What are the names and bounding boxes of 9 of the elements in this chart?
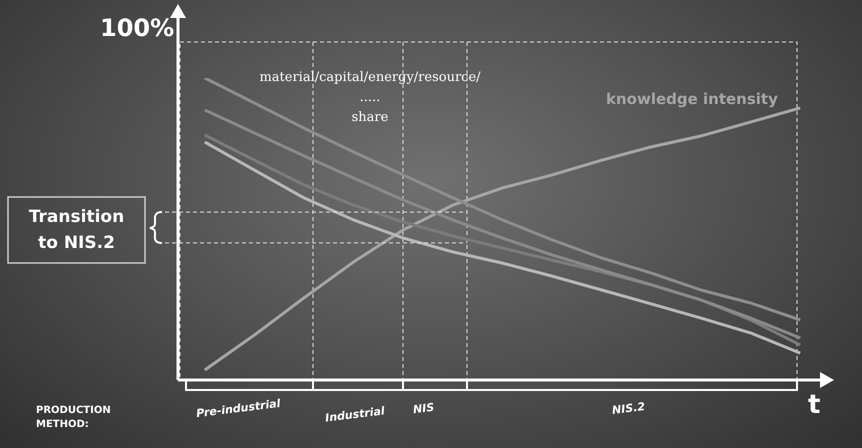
- x-axis-title: t: [808, 390, 820, 420]
- y-axis-title: 100%: [100, 14, 174, 42]
- text: NIS: [412, 400, 435, 416]
- text: PRODUCTION METHOD:: [36, 404, 111, 432]
- series-label: knowledge intensity: [606, 90, 778, 108]
- annotation: material/capital/energy/resource/ ..... share: [258, 69, 482, 127]
- ref-line-label: Transition to NIS.2: [28, 206, 126, 255]
- text: Industrial: [324, 404, 386, 425]
- text: NIS.2: [611, 400, 646, 417]
